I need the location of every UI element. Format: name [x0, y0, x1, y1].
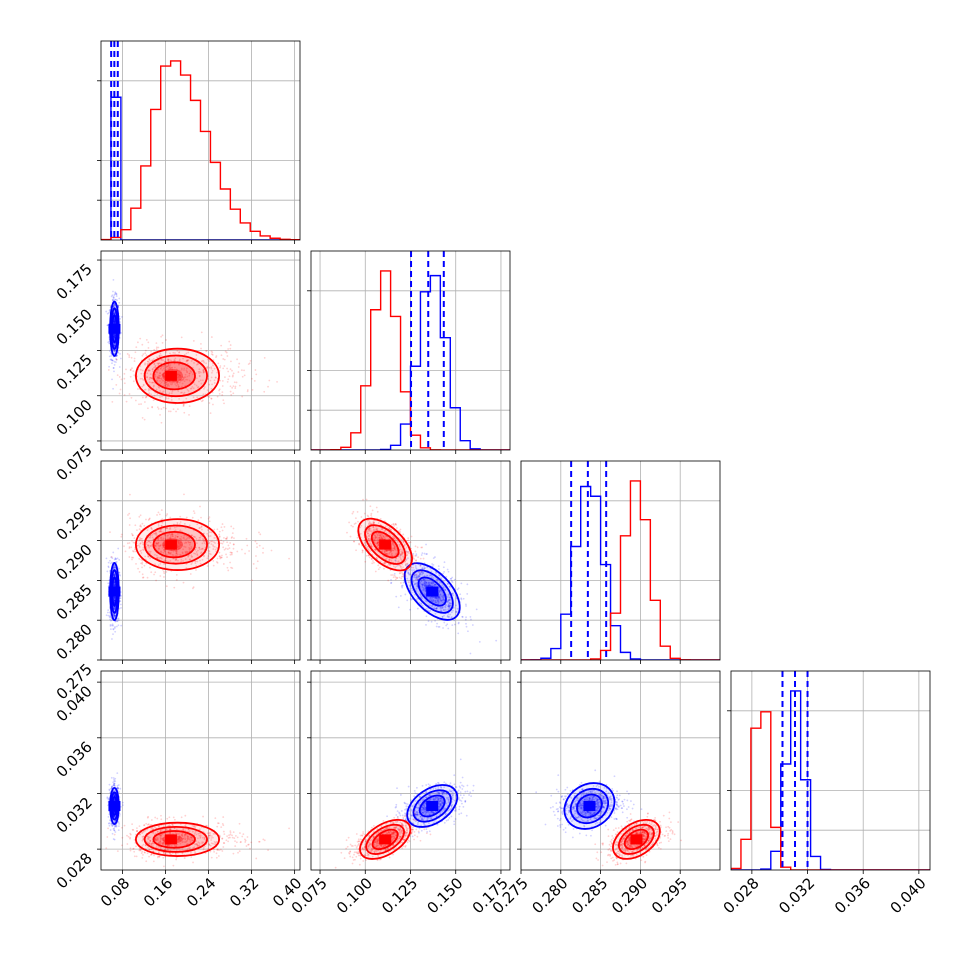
panel-frame — [100, 670, 301, 871]
y-tick-label: 0.290 — [53, 541, 96, 584]
hist-series-1 — [101, 60, 300, 240]
hist-series-1 — [731, 711, 930, 870]
density-peak-1 — [164, 370, 177, 381]
panel-2-0 — [97, 460, 301, 664]
x-tick-label: 0.150 — [423, 874, 466, 917]
x-tick-label: 0.24 — [183, 874, 219, 910]
panel-frame — [100, 460, 301, 661]
hist-series-0 — [101, 96, 300, 240]
y-tick-label: 0.075 — [53, 441, 96, 484]
panel-2-2 — [517, 460, 721, 664]
density-peak-0 — [426, 586, 439, 597]
hist-series-0 — [731, 690, 930, 870]
x-tick-label: 0.280 — [529, 874, 572, 917]
panel-frame — [100, 40, 301, 241]
panel-3-1 — [307, 670, 511, 874]
panel-3-2 — [517, 670, 721, 874]
y-tick-label: 0.036 — [53, 738, 96, 781]
x-tick-label: 0.295 — [648, 874, 691, 917]
panel-frame — [520, 460, 721, 661]
x-tick-label: 0.32 — [226, 874, 262, 910]
y-tick-label: 0.150 — [53, 305, 96, 348]
panel-3-0 — [97, 670, 301, 874]
density-peak-1 — [164, 834, 177, 845]
y-tick-label: 0.032 — [53, 794, 96, 837]
grid — [311, 671, 510, 870]
grid — [101, 461, 300, 661]
y-tick-label: 0.285 — [53, 581, 96, 624]
density-peak-1 — [630, 834, 643, 845]
y-tick-label: 0.125 — [53, 351, 96, 394]
x-tick-label: 0.290 — [608, 874, 651, 917]
x-tick-label: 0.125 — [378, 874, 421, 917]
grid — [101, 251, 300, 450]
density-peak-1 — [379, 834, 392, 845]
y-tick-label: 0.100 — [53, 396, 96, 439]
panel-1-1 — [307, 250, 511, 454]
panel-frame — [520, 670, 721, 871]
grid — [101, 41, 300, 240]
x-tick-label: 0.028 — [720, 874, 763, 917]
panel-0-0 — [97, 40, 301, 244]
panel-frame — [730, 670, 931, 871]
density-peak-0 — [108, 586, 121, 597]
grid — [731, 671, 930, 870]
x-tick-label: 0.100 — [333, 874, 376, 917]
y-tick-label: 0.295 — [53, 501, 96, 544]
panel-3-3 — [727, 670, 931, 874]
x-tick-label: 0.032 — [775, 874, 818, 917]
y-tick-label: 0.175 — [53, 260, 96, 303]
x-tick-label: 0.036 — [831, 874, 874, 917]
density-peak-0 — [583, 800, 596, 811]
density-peak-0 — [108, 800, 121, 811]
density-peak-0 — [426, 800, 439, 811]
density-peak-0 — [108, 323, 121, 334]
y-tick-label: 0.280 — [53, 620, 96, 663]
panel-1-0 — [97, 250, 301, 454]
density-peak-1 — [164, 539, 177, 550]
x-tick-label: 0.08 — [97, 874, 133, 910]
hist-series-1 — [311, 270, 510, 450]
density-peak-1 — [379, 539, 392, 550]
y-tick-label: 0.028 — [53, 849, 96, 892]
x-tick-label: 0.040 — [887, 874, 930, 917]
panel-2-1 — [307, 460, 511, 664]
x-tick-label: 0.16 — [140, 874, 176, 910]
x-tick-label: 0.285 — [568, 874, 611, 917]
